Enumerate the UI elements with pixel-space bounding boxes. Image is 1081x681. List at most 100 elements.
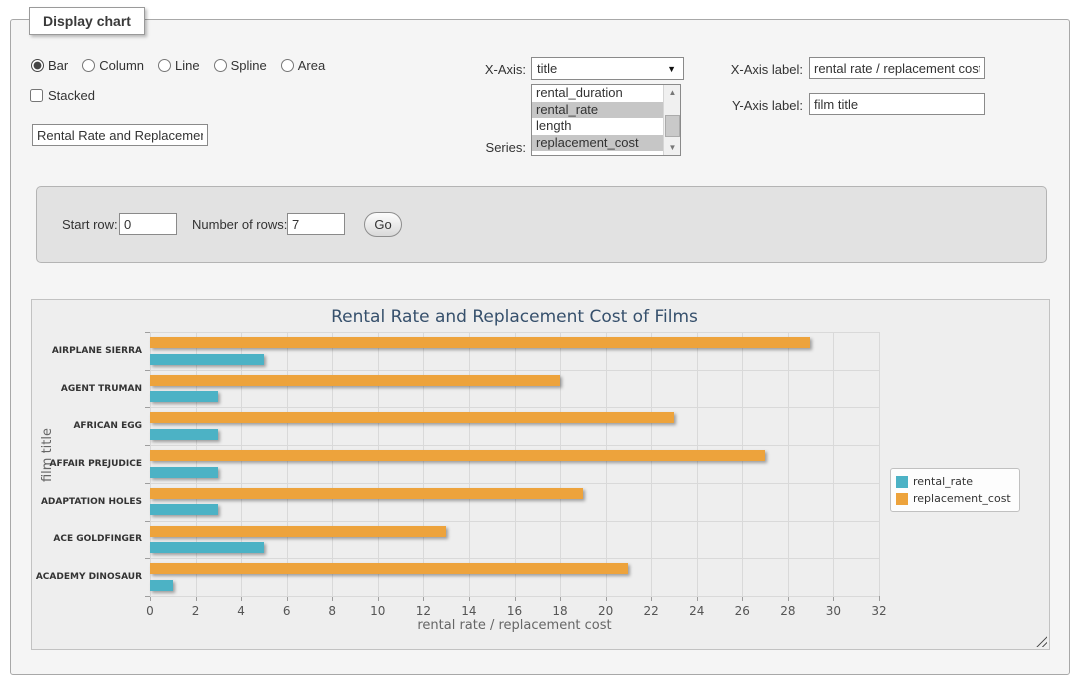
category-label: ACADEMY DINOSAUR	[35, 572, 142, 583]
x-tick	[286, 596, 288, 601]
x-tick	[150, 596, 151, 601]
y-tick	[145, 407, 150, 409]
display-chart-fieldset: Display chart Bar Column Line Spline Are…	[10, 7, 1070, 675]
category-label: AFRICAN EGG	[73, 421, 142, 432]
x-tick-label: 22	[643, 604, 659, 618]
series-option[interactable]: length	[536, 118, 572, 133]
chart-title-input[interactable]	[32, 124, 208, 146]
x-axis-selected-value: title	[537, 61, 558, 76]
x-tick-label: 12	[415, 604, 432, 618]
legend-item[interactable]: replacement_cost	[896, 490, 1011, 507]
gridline	[150, 369, 879, 371]
x-tick	[879, 596, 880, 601]
x-tick-label: 32	[871, 604, 887, 618]
legend-label: rental_rate	[913, 475, 973, 488]
x-tick	[332, 596, 334, 601]
gridline	[468, 332, 470, 596]
y-tick	[145, 596, 150, 597]
gridline	[377, 332, 379, 596]
gridline	[879, 332, 880, 596]
category-label: ACE GOLDFINGER	[53, 534, 142, 545]
start-row-label: Start row:	[62, 217, 118, 232]
x-tick	[742, 596, 744, 601]
scroll-down-icon[interactable]: ▼	[668, 143, 677, 152]
x-tick-label: 26	[734, 604, 750, 618]
radio-spline[interactable]	[213, 59, 227, 72]
gridline	[150, 407, 879, 409]
x-tick	[423, 596, 425, 601]
bar-replacement_cost	[150, 337, 811, 348]
x-tick	[605, 596, 607, 601]
start-row-input[interactable]	[119, 213, 177, 235]
bar-replacement_cost	[150, 525, 446, 537]
radio-bar-label[interactable]: Bar	[48, 58, 69, 73]
gridline	[150, 596, 879, 597]
bar-rental_rate	[150, 466, 219, 478]
gridline	[423, 332, 425, 596]
series-select-label: Series:	[485, 140, 526, 155]
x-tick	[651, 596, 653, 601]
gridline	[605, 332, 607, 596]
stacked-row: Stacked	[30, 88, 95, 103]
series-listbox-scrollbar[interactable]: ▲ ▼	[663, 85, 680, 155]
x-tick-label: 4	[237, 604, 245, 618]
x-tick	[514, 596, 516, 601]
radio-column[interactable]	[82, 59, 96, 72]
category-label: ADAPTATION HOLES	[40, 496, 142, 507]
x-axis-select-label: X-Axis:	[484, 62, 526, 77]
gridline	[150, 445, 879, 447]
x-tick-label: 30	[825, 604, 842, 618]
radio-column-label[interactable]: Column	[99, 58, 145, 73]
radio-area-label[interactable]: Area	[297, 58, 326, 73]
plot-area: 0 2 4 6 8 10 12 14 16 18 20 22 24 26 28 30 32 AIRPLANE SI…	[36, 332, 887, 618]
x-axis-select[interactable]: title ▼	[531, 57, 684, 80]
x-tick-label: 16	[506, 604, 523, 618]
x-tick	[241, 596, 243, 601]
x-tick-label: 10	[370, 604, 386, 618]
y-tick	[145, 520, 150, 522]
x-axis-label-label: X-Axis label:	[730, 62, 803, 77]
gridline	[833, 332, 835, 596]
gridline	[195, 332, 197, 596]
radio-line-label[interactable]: Line	[175, 58, 200, 73]
y-tick	[145, 558, 150, 560]
num-rows-label: Number of rows:	[192, 217, 288, 232]
num-rows-input[interactable]	[287, 213, 345, 235]
scroll-up-icon[interactable]: ▲	[668, 88, 677, 97]
x-axis-label-input[interactable]	[809, 57, 985, 79]
resize-grip-icon[interactable]	[1036, 636, 1047, 647]
y-tick	[145, 482, 150, 484]
x-tick-label: 8	[328, 604, 337, 618]
radio-line[interactable]	[158, 59, 172, 72]
chart-title: Rental Rate and Replacement Cost of Film…	[331, 307, 698, 327]
series-option[interactable]: replacement_cost	[532, 134, 663, 151]
legend-item[interactable]: rental_rate	[896, 473, 1011, 490]
legend-swatch-icon	[896, 475, 908, 488]
series-option[interactable]: rental_rate	[532, 101, 663, 118]
row-range-panel: Start row: Number of rows: Go	[36, 186, 1047, 263]
bar-replacement_cost	[150, 450, 765, 462]
legend-swatch-icon	[896, 492, 908, 505]
y-axis-title: film title	[40, 428, 55, 483]
go-button[interactable]: Go	[364, 212, 402, 237]
chart-legend: rental_rate replacement_cost	[890, 468, 1020, 512]
x-tick	[377, 596, 379, 601]
gridline	[742, 332, 744, 596]
radio-spline-label[interactable]: Spline	[230, 58, 267, 73]
series-listbox[interactable]: rental_duration rental_rate length replacem…	[531, 84, 681, 156]
series-option[interactable]: rental_duration	[536, 85, 623, 100]
legend-label: replacement_cost	[913, 492, 1011, 505]
scrollbar-thumb[interactable]	[665, 115, 680, 137]
stacked-label[interactable]: Stacked	[48, 88, 95, 103]
stacked-checkbox[interactable]	[30, 89, 43, 102]
radio-area[interactable]	[280, 59, 294, 72]
chart-container: Rental Rate and Replacement Cost of Film…	[31, 299, 1050, 650]
bar-rental_rate	[150, 542, 264, 554]
bar-rental_rate	[150, 353, 264, 365]
radio-bar[interactable]	[31, 59, 44, 72]
bar-rental_rate	[150, 504, 219, 516]
y-axis-label-input[interactable]	[809, 93, 985, 115]
category-label: AGENT TRUMAN	[60, 383, 142, 394]
gridline	[651, 332, 653, 596]
category-label: AFFAIR PREJUDICE	[49, 459, 142, 469]
